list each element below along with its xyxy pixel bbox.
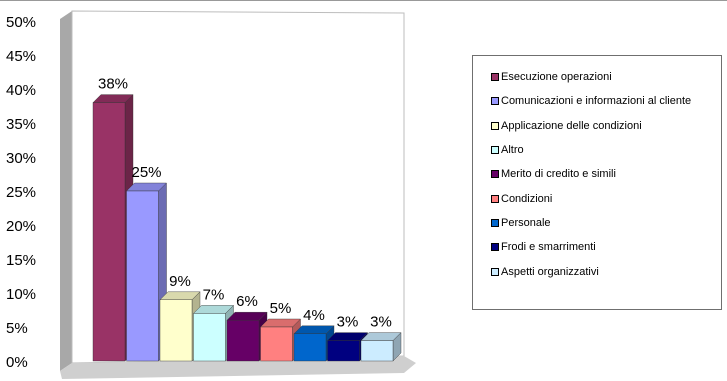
legend-label: Comunicazioni e informazioni al cliente <box>501 95 692 108</box>
bar-front <box>260 326 293 362</box>
legend-label: Esecuzione operazioni <box>501 71 612 84</box>
legend-label: Personale <box>501 216 551 229</box>
y-tick-label: 40% <box>6 82 36 99</box>
bar-front <box>159 299 193 362</box>
legend-item: Condizioni <box>491 186 691 210</box>
legend-swatch <box>491 218 499 227</box>
data-label: 5% <box>270 300 292 317</box>
legend-swatch <box>491 146 499 155</box>
legend-item: Comunicazioni e informazioni al cliente <box>491 89 691 113</box>
y-tick-label: 45% <box>6 48 36 65</box>
bar-front <box>126 190 159 362</box>
legend: Esecuzione operazioni Comunicazioni e inf… <box>472 55 722 310</box>
data-labels: 38% 25% 9% 7% 6% 5% 4% 3% 3% <box>98 76 392 331</box>
legend-swatch <box>491 267 499 276</box>
legend-item: Altro <box>491 138 691 162</box>
y-tick-label: 5% <box>6 320 28 337</box>
bar-front <box>226 320 260 362</box>
legend-label: Applicazione delle condizioni <box>501 119 642 132</box>
legend-label: Condizioni <box>501 192 553 205</box>
legend-swatch <box>491 73 499 82</box>
bar-front <box>193 313 226 362</box>
y-tick-label: 35% <box>6 116 36 133</box>
y-tick-label: 20% <box>6 218 36 235</box>
data-label: 9% <box>169 273 191 290</box>
legend-item: Personale <box>491 211 691 235</box>
legend-item: Applicazione delle condizioni <box>491 114 691 138</box>
data-label: 3% <box>337 314 359 331</box>
y-tick-label: 25% <box>6 184 36 201</box>
bar-front <box>293 333 327 362</box>
y-tick-label: 30% <box>6 150 36 167</box>
data-label: 38% <box>98 76 128 93</box>
legend-swatch <box>491 121 499 130</box>
data-label: 4% <box>303 307 325 324</box>
legend-swatch <box>491 170 499 179</box>
side-wall <box>60 11 72 371</box>
y-tick-label: 50% <box>6 14 36 31</box>
legend-label: Merito di credito e simili <box>501 168 616 181</box>
legend-label: Frodi e smarrimenti <box>501 241 596 254</box>
bar <box>126 182 167 362</box>
bars <box>92 94 402 362</box>
y-axis-ticks: 0% 5% 10% 15% 20% 25% 30% 35% 40% 45% 50% <box>6 14 36 371</box>
bar-front <box>360 340 394 362</box>
data-label: 3% <box>370 314 392 331</box>
bar-front <box>327 340 360 362</box>
bar <box>360 332 402 362</box>
y-tick-label: 15% <box>6 252 36 269</box>
legend-label: Aspetti organizzativi <box>501 265 599 278</box>
legend-swatch <box>491 194 499 203</box>
legend-item: Aspetti organizzativi <box>491 259 691 283</box>
legend-item: Merito di credito e simili <box>491 162 691 186</box>
data-label: 6% <box>236 293 258 310</box>
y-tick-label: 10% <box>6 286 36 303</box>
y-tick-label: 0% <box>6 354 28 371</box>
legend-item: Esecuzione operazioni <box>491 65 691 89</box>
legend-item: Frodi e smarrimenti <box>491 235 691 259</box>
data-label: 25% <box>131 164 161 181</box>
legend-swatch <box>491 97 499 106</box>
data-label: 7% <box>203 286 225 303</box>
bar-front <box>92 102 126 362</box>
legend-list: Esecuzione operazioni Comunicazioni e inf… <box>491 65 691 284</box>
legend-swatch <box>491 243 499 252</box>
legend-label: Altro <box>501 144 524 157</box>
floor <box>60 356 416 379</box>
